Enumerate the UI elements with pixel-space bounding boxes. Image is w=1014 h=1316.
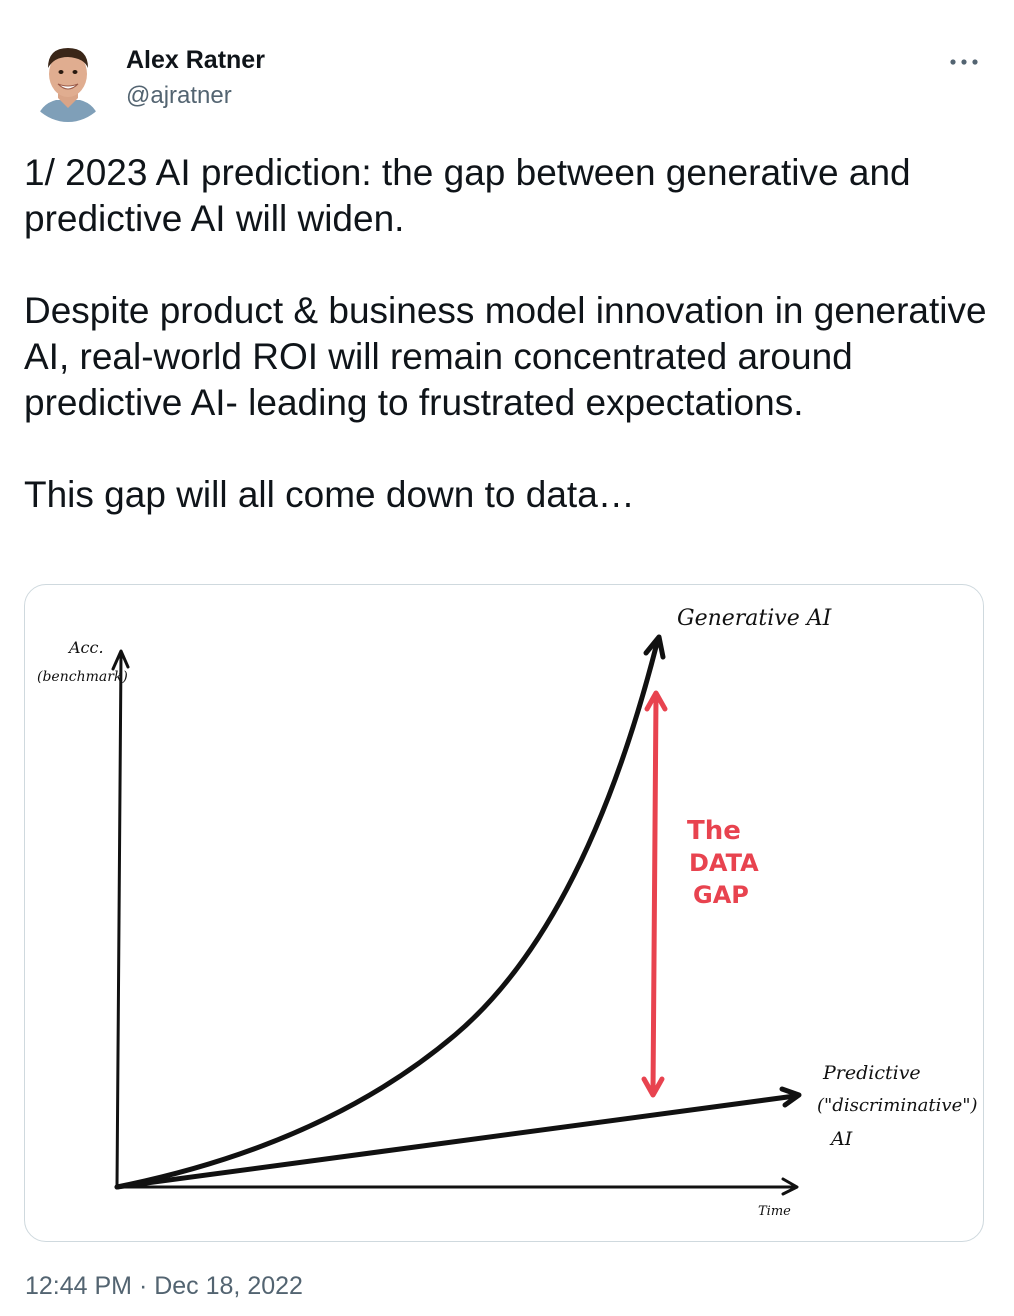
display-name[interactable]: Alex Ratner: [126, 46, 265, 74]
predictive-ai-arrowhead: [779, 1086, 802, 1108]
data-gap-arrowhead-bottom: [641, 1076, 665, 1098]
data-gap-sketch: Acc. (benchmark) Time Generative AI Pred…: [37, 606, 978, 1219]
avatar[interactable]: [26, 38, 110, 122]
data-gap-label-the: The: [687, 816, 741, 846]
avatar-image: [26, 38, 110, 122]
data-gap-arrowhead-top: [644, 690, 668, 712]
x-axis-label: Time: [758, 1204, 791, 1219]
y-axis-sublabel: (benchmark): [37, 669, 128, 685]
y-axis-label: Acc.: [67, 638, 104, 657]
data-gap-label-data: DATA: [689, 849, 759, 877]
generative-ai-arrowhead: [643, 634, 666, 660]
predictive-ai-label: Predictive: [822, 1062, 921, 1084]
data-gap-arrow: [650, 694, 659, 1094]
predictive-ai-line: [114, 1093, 798, 1190]
predictive-ai-label-ai: AI: [829, 1128, 853, 1150]
user-handle[interactable]: @ajratner: [126, 82, 232, 109]
tweet-paragraph: Despite product & business model innovat…: [24, 290, 987, 423]
more-options-button[interactable]: [942, 44, 986, 80]
tweet-timestamp[interactable]: 12:44 PM · Dec 18, 2022: [25, 1272, 303, 1300]
y-axis-arrowhead: [111, 649, 130, 671]
generative-ai-curve: [114, 640, 660, 1190]
data-gap-label-gap: GAP: [693, 881, 749, 909]
y-axis-line: [115, 653, 123, 1189]
x-axis-arrowhead: [781, 1177, 799, 1196]
tweet-paragraph: This gap will all come down to data…: [24, 474, 635, 515]
predictive-ai-sublabel: ("discriminative"): [817, 1095, 978, 1116]
tweet-text: 1/ 2023 AI prediction: the gap between g…: [24, 150, 999, 518]
more-horizontal-icon: [950, 59, 978, 65]
tweet-paragraph: 1/ 2023 AI prediction: the gap between g…: [24, 152, 911, 239]
generative-ai-label: Generative AI: [677, 606, 833, 631]
tweet-media-image[interactable]: Acc. (benchmark) Time Generative AI Pred…: [24, 584, 984, 1242]
